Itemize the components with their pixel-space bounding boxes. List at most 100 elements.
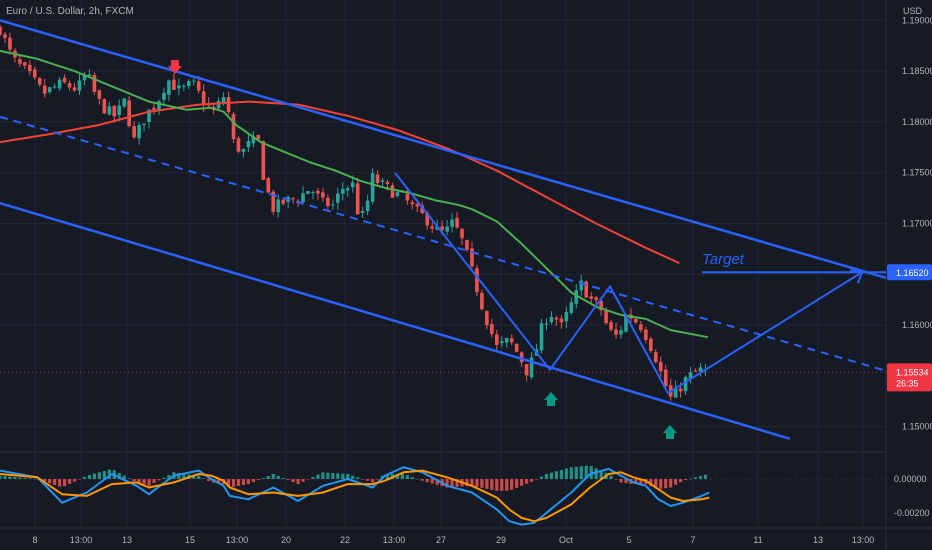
candle-body xyxy=(599,300,603,311)
histogram-bar xyxy=(624,479,628,484)
candle-body xyxy=(231,113,236,140)
candle-body xyxy=(246,141,251,148)
candle-body xyxy=(127,100,131,127)
candle-body xyxy=(663,369,668,387)
histogram-bar xyxy=(688,478,693,480)
last-price-tag xyxy=(887,363,932,392)
histogram-bar xyxy=(584,465,588,480)
currency-label: USD xyxy=(902,6,922,16)
histogram-bar xyxy=(539,476,544,480)
histogram-bar xyxy=(544,473,549,480)
candle-body xyxy=(495,334,499,345)
candle-body xyxy=(23,62,27,66)
histogram-bar xyxy=(614,479,618,480)
candle-body xyxy=(191,80,196,82)
candle-body xyxy=(87,74,92,76)
candle-body xyxy=(460,228,464,239)
histogram-bar xyxy=(594,468,598,480)
candle-body xyxy=(604,310,608,324)
histogram-bar xyxy=(589,466,593,480)
time-tick-label: 8 xyxy=(32,535,37,545)
candle-body xyxy=(301,193,305,203)
moving-average-slow xyxy=(0,100,680,265)
histogram-bar xyxy=(346,473,350,480)
moving-average-fast xyxy=(0,49,709,339)
time-tick-label: 13:00 xyxy=(226,535,249,545)
histogram-bar xyxy=(226,479,231,487)
candle-body xyxy=(182,85,186,87)
histogram-bar xyxy=(361,479,365,480)
histogram-bar xyxy=(569,467,573,480)
candle-body xyxy=(8,37,12,50)
candle-body xyxy=(221,97,226,103)
candle-body xyxy=(410,201,415,205)
histogram-bar xyxy=(72,479,77,482)
candle-body xyxy=(658,361,663,372)
histogram-bar xyxy=(609,475,613,480)
price-tick-label: 1.17500 xyxy=(902,168,932,178)
time-tick-label: 13:00 xyxy=(383,535,406,545)
candle-body xyxy=(673,387,678,398)
histogram-bar xyxy=(157,479,161,481)
time-tick-label: 15 xyxy=(185,535,195,545)
histogram-bar xyxy=(683,479,688,481)
candle-body xyxy=(97,90,102,99)
macd-tick-label: 0.00000 xyxy=(894,474,927,484)
histogram-bar xyxy=(515,479,519,488)
candle-body xyxy=(380,180,385,182)
candle-body xyxy=(390,185,395,198)
candle-body xyxy=(241,148,246,152)
candle-body xyxy=(529,357,534,378)
time-tick-label: 13 xyxy=(813,535,823,545)
candle-body xyxy=(28,64,32,72)
candle-body xyxy=(345,188,350,191)
candle-body xyxy=(549,316,554,323)
histogram-bar xyxy=(23,477,27,480)
candle-body xyxy=(226,97,231,112)
histogram-bar xyxy=(18,477,22,480)
candle-body xyxy=(132,126,136,138)
candle-body xyxy=(649,338,653,351)
histogram-bar xyxy=(703,474,708,480)
candle-body xyxy=(142,123,146,125)
candle-body xyxy=(499,341,504,344)
candle-body xyxy=(236,138,241,152)
candle-body xyxy=(311,192,315,194)
candle-body xyxy=(688,372,693,379)
candle-body xyxy=(609,322,613,330)
candle-body xyxy=(619,330,623,335)
candle-body xyxy=(32,69,37,78)
candle-body xyxy=(445,226,449,232)
candle-body xyxy=(624,315,628,332)
histogram-bar xyxy=(455,479,459,487)
histogram-bar xyxy=(505,479,509,491)
histogram-bar xyxy=(177,472,181,480)
histogram-bar xyxy=(698,475,703,480)
histogram-bar xyxy=(197,475,201,480)
symbol-title: Euro / U.S. Dollar, 2h, FXCM xyxy=(6,6,134,17)
signal-line xyxy=(0,469,710,523)
histogram-bar xyxy=(351,475,355,480)
histogram-bar xyxy=(375,479,380,480)
candle-body xyxy=(509,338,514,343)
histogram-bar xyxy=(306,479,310,480)
candle-body xyxy=(519,352,524,363)
histogram-bar xyxy=(53,479,57,485)
histogram-bar xyxy=(430,479,434,484)
last-price-countdown: 26:35 xyxy=(896,378,919,388)
candle-body xyxy=(554,317,559,320)
candle-body xyxy=(564,311,569,322)
histogram-bar xyxy=(385,473,390,480)
candle-body xyxy=(152,107,156,110)
candle-body xyxy=(653,352,658,363)
histogram-bar xyxy=(77,479,82,480)
time-tick-label: 27 xyxy=(436,535,446,545)
buy-arrow-2 xyxy=(663,425,677,439)
candle-body xyxy=(271,191,276,212)
histogram-bar xyxy=(405,475,409,480)
candle-body xyxy=(112,105,117,117)
candle-body xyxy=(162,92,166,100)
candle-body xyxy=(698,367,703,372)
histogram-bar xyxy=(142,479,146,485)
